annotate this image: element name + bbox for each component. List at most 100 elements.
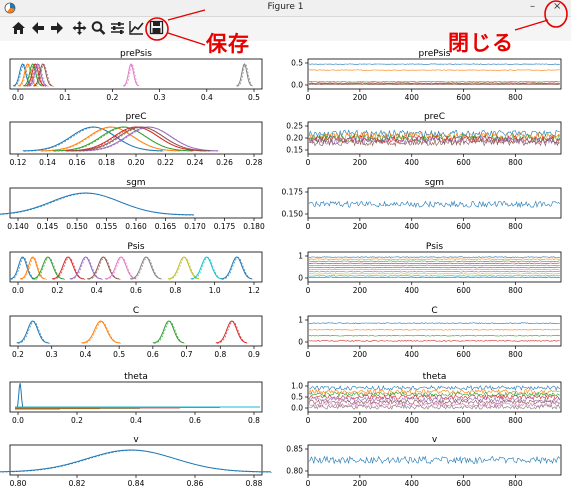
trace-prec-chain-5: [308, 137, 561, 147]
trace-psis-xtick-label: 800: [508, 286, 523, 295]
trace-psis-chain-6: [308, 268, 560, 271]
trace-theta-xtick-label: 0: [306, 416, 311, 425]
trace-prepsis-title: prePsis: [419, 49, 451, 59]
trace-psis-chain-7: [308, 270, 560, 273]
edit-axis-icon: [129, 21, 144, 35]
posterior-psis-density-8: [167, 256, 200, 280]
posterior-v-density-0: [0, 449, 271, 473]
posterior-c-tick-label: 0.3: [46, 350, 58, 359]
posterior-prepsis-tick-label: 0.4: [201, 93, 213, 102]
trace-v-axes: [307, 444, 562, 476]
posterior-prec-density-dashed-4: [79, 127, 220, 152]
posterior-psis-density-7: [130, 256, 162, 280]
trace-sgm-title: sgm: [425, 178, 444, 188]
save-button[interactable]: [148, 19, 165, 37]
posterior-sgm-tick-label: 0.145: [37, 222, 59, 231]
trace-theta-chain-4: [308, 396, 561, 403]
posterior-prepsis-density-6: [122, 63, 139, 87]
posterior-sgm-density-0: [0, 192, 194, 216]
posterior-c-density-3: [215, 320, 248, 344]
posterior-prec-tick-label: 0.24: [187, 158, 204, 167]
trace-psis-chain-0: [309, 256, 560, 258]
posterior-psis-density-dashed-7: [131, 257, 163, 280]
posterior-c-density-dashed-3: [216, 321, 249, 344]
close-button[interactable]: ×: [553, 1, 562, 12]
zoom-icon: [91, 21, 106, 35]
trace-c-ytick-label: 1: [298, 316, 303, 325]
trace-c-axes: [307, 315, 562, 347]
posterior-psis-density-dashed-1: [21, 257, 47, 280]
posterior-theta-tick-label: 0.6: [189, 416, 201, 425]
posterior-psis-density-dashed-4: [70, 257, 103, 280]
trace-sgm-xtick-label: 600: [456, 222, 471, 231]
configure-subplots-button[interactable]: [109, 19, 126, 37]
trace-psis-chain-10: [309, 276, 560, 279]
trace-theta-chain-6: [308, 401, 561, 408]
trace-prec-ytick-label: 0.15: [286, 146, 303, 155]
posterior-c-density-2: [152, 320, 185, 344]
trace-prec-xtick-label: 0: [306, 158, 311, 167]
trace-prepsis-xtick-label: 0: [306, 93, 311, 102]
trace-theta-chain-7: [308, 403, 561, 410]
pan-button[interactable]: [71, 19, 88, 37]
posterior-prec-tick-label: 0.16: [69, 158, 86, 167]
trace-prec-title: preC: [424, 112, 445, 122]
trace-v-title: v: [432, 435, 438, 445]
trace-psis-chain-8: [308, 273, 560, 275]
trace-psis-chain-4: [308, 264, 560, 267]
posterior-psis-density-dashed-10: [221, 257, 254, 280]
app-logo-icon: [4, 2, 16, 14]
posterior-psis-density-9: [190, 256, 222, 280]
posterior-prec-density-dashed-1: [41, 127, 182, 152]
trace-psis-xtick-label: 400: [405, 286, 420, 295]
minimize-button[interactable]: –: [530, 1, 535, 12]
posterior-prepsis-density-dashed-3: [26, 63, 47, 87]
trace-psis-ytick-label: 0: [298, 274, 303, 283]
posterior-psis-density-5: [87, 256, 120, 280]
trace-prepsis-chain-0: [308, 63, 560, 65]
posterior-prepsis-tick-label: 0.0: [12, 93, 24, 102]
posterior-c-tick-label: 0.4: [79, 350, 91, 359]
trace-prepsis-ytick-label: 0.5: [291, 59, 303, 68]
trace-v-xtick-label: 600: [456, 479, 471, 488]
home-button[interactable]: [10, 19, 27, 37]
trace-prec-xtick-label: 600: [456, 158, 471, 167]
close-annotation-label: 閉じる: [448, 31, 514, 55]
posterior-psis-tick-label: 1.0: [209, 286, 221, 295]
back-arrow-icon: [32, 22, 44, 34]
trace-prepsis-chain-4: [308, 83, 560, 85]
posterior-v-title: v: [133, 435, 139, 445]
posterior-c-tick-label: 0.8: [214, 350, 226, 359]
trace-sgm-axes: [307, 187, 562, 219]
forward-arrow-icon: [51, 22, 63, 34]
posterior-prepsis-density-dashed-7: [237, 63, 253, 87]
posterior-c-tick-label: 0.9: [248, 350, 260, 359]
posterior-prec-tick-label: 0.18: [98, 158, 115, 167]
edit-axis-button[interactable]: [128, 19, 145, 37]
posterior-theta-tick-label: 0.2: [71, 416, 83, 425]
posterior-sgm-tick-label: 0.165: [155, 222, 177, 231]
posterior-v-tick-label: 0.86: [187, 479, 204, 488]
posterior-psis-density-3: [51, 256, 85, 280]
trace-prec-ytick-label: 0.25: [286, 122, 303, 131]
posterior-psis-density-dashed-6: [106, 257, 138, 280]
posterior-prepsis-tick-label: 0.5: [248, 93, 260, 102]
configure-subplots-icon: [111, 22, 124, 34]
trace-c-chain-3: [308, 340, 560, 342]
back-button[interactable]: [29, 19, 46, 37]
home-icon: [12, 22, 25, 34]
posterior-psis-tick-label: 0.4: [91, 286, 103, 295]
posterior-psis-density-dashed-5: [88, 257, 121, 280]
posterior-theta-tick-label: 0.0: [12, 416, 24, 425]
trace-theta-xtick-label: 400: [405, 416, 420, 425]
trace-sgm-xtick-label: 200: [353, 222, 368, 231]
forward-button[interactable]: [48, 19, 65, 37]
zoom-button[interactable]: [90, 19, 107, 37]
pan-icon: [72, 21, 87, 35]
trace-prepsis-xtick-label: 200: [353, 93, 368, 102]
posterior-prec-tick-label: 0.28: [246, 158, 263, 167]
posterior-psis-density-10: [220, 256, 253, 280]
posterior-sgm-tick-label: 0.170: [184, 222, 206, 231]
posterior-psis-density-6: [104, 256, 137, 280]
